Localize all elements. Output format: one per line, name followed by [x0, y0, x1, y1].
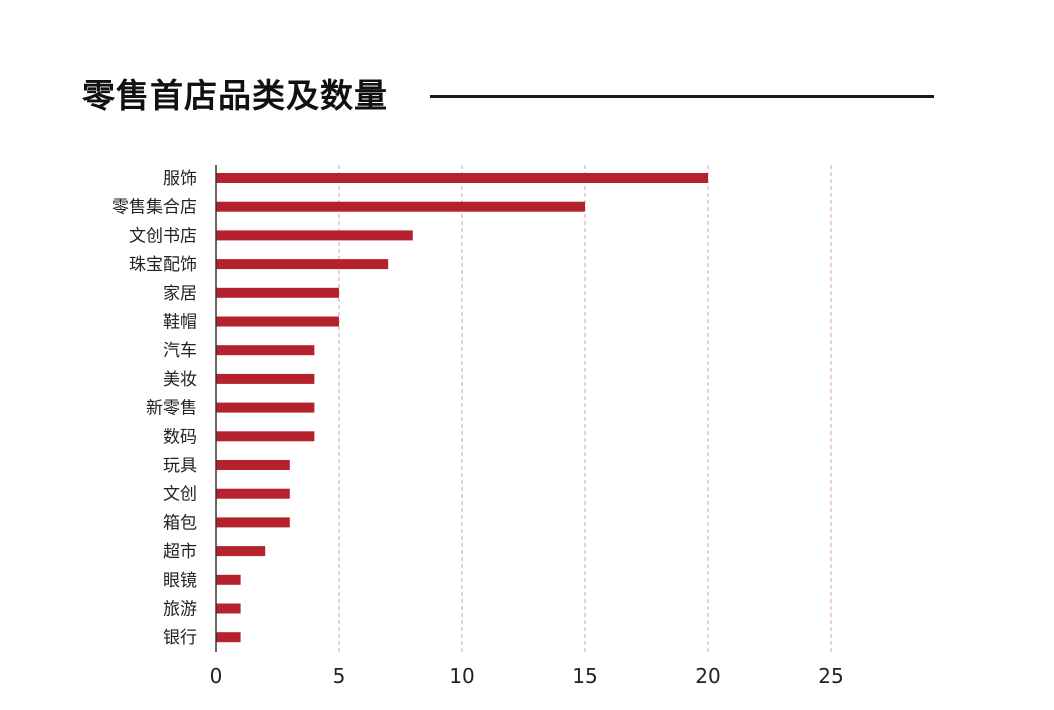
bars [216, 173, 708, 643]
bar [216, 517, 290, 528]
category-label: 零售集合店 [112, 198, 197, 218]
title-rule [430, 95, 934, 98]
category-label: 箱包 [163, 513, 197, 533]
bar [216, 287, 339, 298]
bar [216, 173, 708, 183]
category-label: 银行 [163, 628, 197, 648]
bar [216, 316, 339, 327]
bar [216, 488, 290, 499]
bar [216, 546, 266, 557]
category-label: 文创书店 [129, 226, 197, 246]
bar [216, 460, 290, 470]
category-label: 数码 [163, 427, 197, 447]
chart-title: 零售首店品类及数量 [82, 76, 388, 115]
x-tick-label: 5 [333, 664, 346, 688]
bar [216, 259, 389, 270]
category-label: 鞋帽 [163, 313, 197, 333]
bar [216, 402, 315, 413]
x-tick-label: 25 [818, 664, 843, 688]
category-label: 新零售 [146, 399, 197, 419]
x-tick-labels: 0 5 10 15 20 25 [210, 664, 844, 688]
category-label: 文创 [163, 485, 197, 505]
category-label: 家居 [163, 284, 197, 304]
x-tick-label: 0 [210, 664, 223, 688]
x-tick-label: 15 [572, 664, 597, 688]
bar [216, 201, 585, 212]
bar [216, 632, 241, 643]
bar [216, 230, 413, 241]
category-labels: 服饰零售集合店文创书店珠宝配饰家居鞋帽汽车美妆新零售数码玩具文创箱包超市眼镜旅游… [112, 169, 197, 648]
category-label: 美妆 [163, 370, 197, 390]
bar [216, 373, 315, 384]
category-label: 超市 [163, 542, 197, 562]
category-label: 汽车 [163, 341, 197, 361]
category-label: 服饰 [163, 169, 197, 189]
x-tick-label: 10 [449, 664, 474, 688]
bar [216, 574, 241, 585]
category-label: 玩具 [163, 456, 197, 476]
bar [216, 431, 315, 442]
bar [216, 345, 315, 356]
category-label: 眼镜 [163, 571, 197, 591]
category-label: 旅游 [163, 600, 197, 620]
x-tick-label: 20 [695, 664, 720, 688]
category-label: 珠宝配饰 [129, 255, 197, 275]
bar [216, 603, 241, 614]
